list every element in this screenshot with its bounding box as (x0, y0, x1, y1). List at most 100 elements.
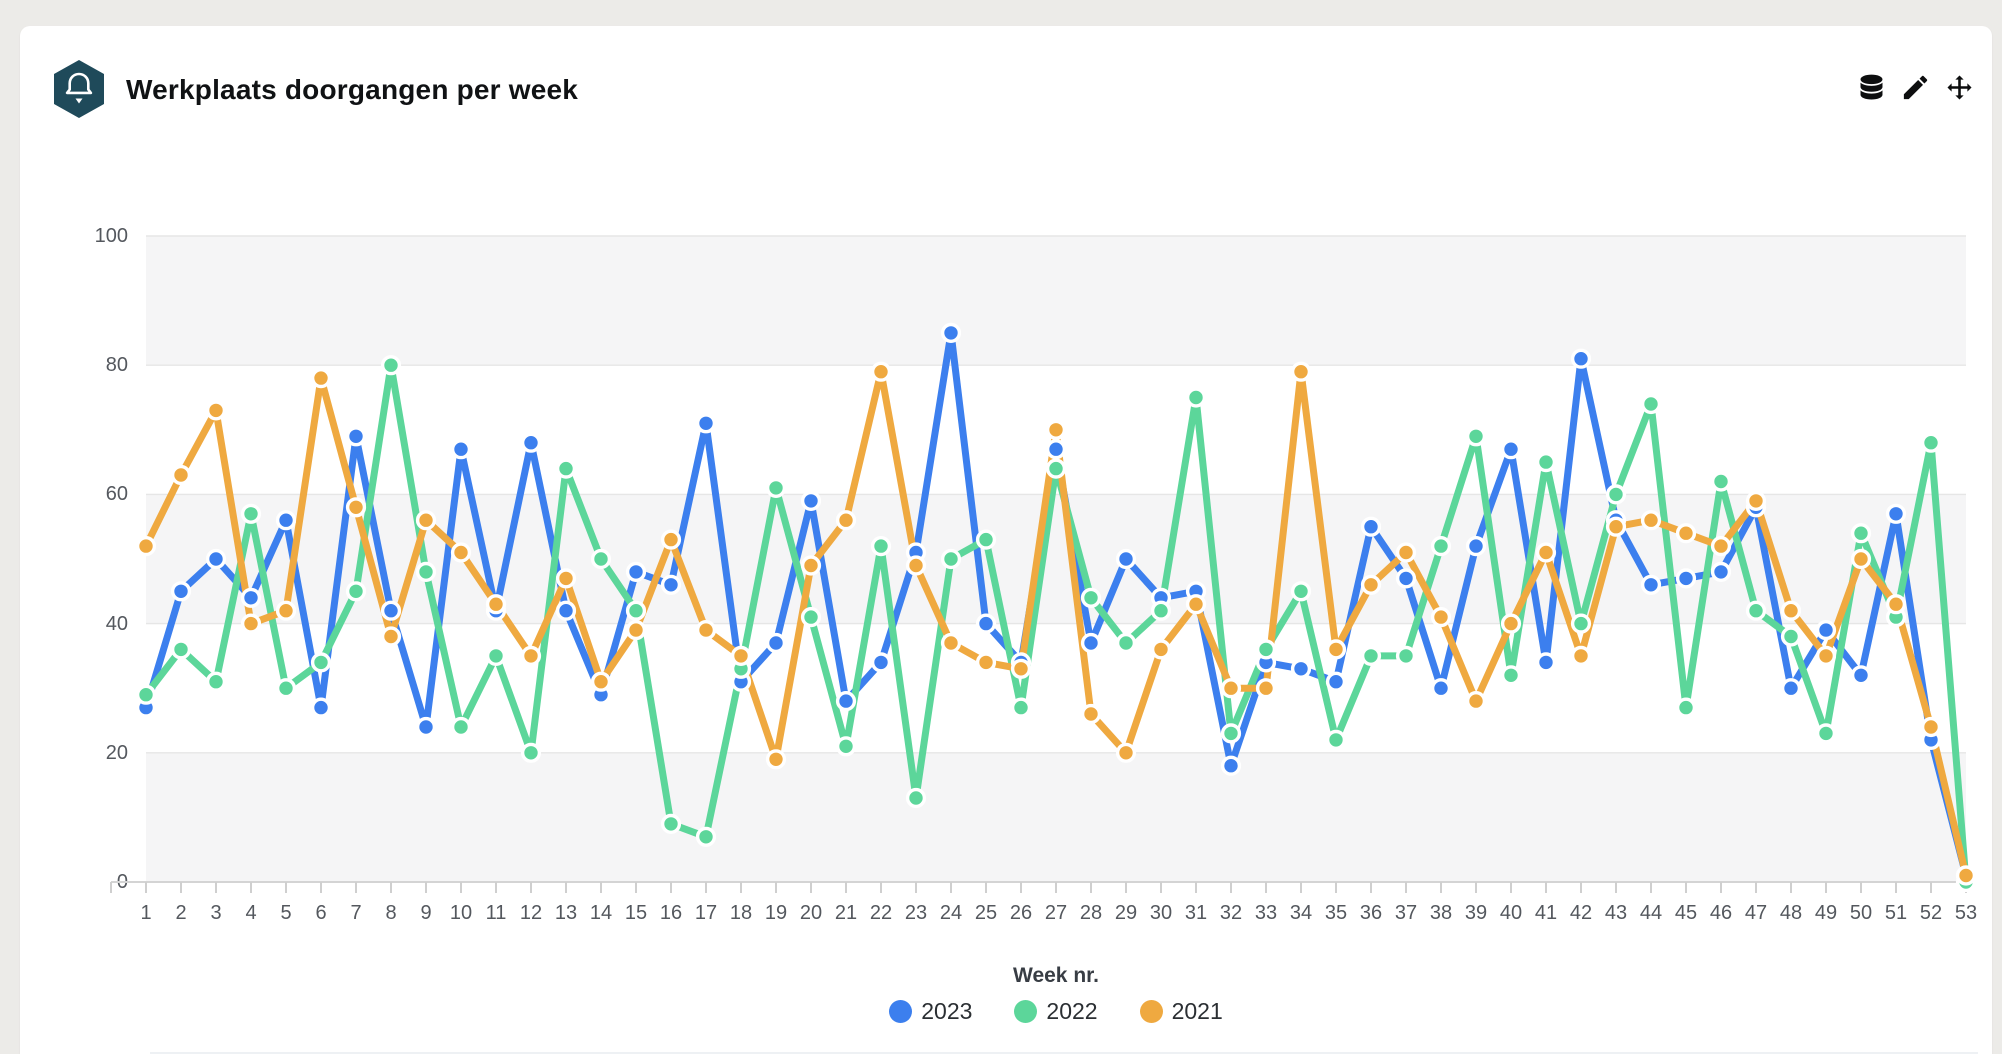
data-point[interactable] (240, 613, 262, 634)
data-point[interactable] (835, 736, 857, 757)
data-point[interactable] (940, 632, 962, 654)
data-point[interactable] (835, 510, 857, 531)
data-point[interactable] (1885, 594, 1907, 615)
data-point[interactable] (1290, 581, 1312, 602)
data-point[interactable] (835, 691, 857, 712)
data-point[interactable] (1535, 452, 1557, 473)
data-point[interactable] (520, 742, 542, 763)
data-point[interactable] (1500, 439, 1522, 460)
data-point[interactable] (170, 639, 192, 660)
data-point[interactable] (555, 600, 577, 621)
data-point[interactable] (310, 368, 332, 389)
data-point[interactable] (1010, 658, 1032, 679)
data-point[interactable] (1920, 716, 1942, 738)
data-point[interactable] (1570, 348, 1592, 369)
data-point[interactable] (1570, 613, 1592, 634)
data-point[interactable] (1290, 361, 1312, 382)
data-point[interactable] (275, 510, 297, 531)
data-point[interactable] (1220, 678, 1242, 699)
data-point[interactable] (765, 749, 787, 770)
move-icon[interactable] (1944, 72, 1975, 103)
data-point[interactable] (1150, 639, 1172, 660)
data-point[interactable] (1185, 387, 1207, 408)
data-point[interactable] (1920, 432, 1942, 453)
data-point[interactable] (1080, 703, 1102, 725)
data-point[interactable] (1780, 626, 1802, 647)
data-point[interactable] (520, 432, 542, 453)
data-point[interactable] (590, 548, 612, 570)
data-point[interactable] (1220, 755, 1242, 776)
data-point[interactable] (450, 439, 472, 460)
data-point[interactable] (555, 568, 577, 589)
data-point[interactable] (135, 684, 157, 705)
data-point[interactable] (1535, 652, 1557, 673)
data-point[interactable] (520, 645, 542, 666)
data-point[interactable] (1360, 516, 1382, 537)
data-point[interactable] (1850, 548, 1872, 570)
data-point[interactable] (1255, 639, 1277, 660)
data-point[interactable] (1500, 613, 1522, 634)
data-point[interactable] (415, 716, 437, 738)
data-point[interactable] (975, 652, 997, 673)
data-point[interactable] (1605, 516, 1627, 537)
data-point[interactable] (660, 529, 682, 550)
data-point[interactable] (1745, 600, 1767, 621)
data-point[interactable] (1745, 490, 1767, 511)
data-point[interactable] (205, 400, 227, 421)
data-point[interactable] (345, 426, 367, 447)
data-point[interactable] (1080, 632, 1102, 654)
data-point[interactable] (1605, 484, 1627, 505)
data-point[interactable] (695, 413, 717, 434)
data-point[interactable] (205, 548, 227, 570)
data-point[interactable] (1430, 607, 1452, 628)
data-point[interactable] (1045, 419, 1067, 440)
data-point[interactable] (485, 645, 507, 666)
data-point[interactable] (940, 322, 962, 343)
data-point[interactable] (1675, 568, 1697, 589)
data-point[interactable] (170, 464, 192, 486)
data-point[interactable] (1570, 645, 1592, 666)
data-point[interactable] (870, 652, 892, 673)
data-point[interactable] (135, 536, 157, 557)
data-point[interactable] (1255, 678, 1277, 699)
data-point[interactable] (170, 581, 192, 602)
data-point[interactable] (975, 529, 997, 550)
data-point[interactable] (345, 581, 367, 602)
data-point[interactable] (205, 671, 227, 692)
data-point[interactable] (1535, 542, 1557, 563)
data-point[interactable] (485, 594, 507, 615)
data-point[interactable] (1115, 632, 1137, 654)
data-point[interactable] (310, 652, 332, 673)
data-point[interactable] (730, 645, 752, 666)
data-point[interactable] (1220, 723, 1242, 744)
data-point[interactable] (800, 490, 822, 511)
data-point[interactable] (1850, 665, 1872, 686)
data-point[interactable] (765, 632, 787, 654)
data-point[interactable] (1045, 439, 1067, 460)
data-point[interactable] (1150, 600, 1172, 621)
data-point[interactable] (1395, 568, 1417, 589)
data-point[interactable] (1080, 587, 1102, 608)
data-point[interactable] (905, 555, 927, 576)
data-point[interactable] (1710, 536, 1732, 557)
data-point[interactable] (1955, 865, 1977, 886)
data-point[interactable] (1780, 600, 1802, 621)
data-point[interactable] (555, 458, 577, 479)
data-point[interactable] (1325, 729, 1347, 750)
data-point[interactable] (695, 620, 717, 641)
data-point[interactable] (415, 510, 437, 531)
data-point[interactable] (1675, 697, 1697, 718)
data-point[interactable] (695, 826, 717, 847)
data-point[interactable] (1360, 574, 1382, 595)
data-point[interactable] (1465, 536, 1487, 557)
data-point[interactable] (380, 600, 402, 621)
data-point[interactable] (275, 600, 297, 621)
data-point[interactable] (1640, 510, 1662, 531)
data-point[interactable] (870, 536, 892, 557)
data-point[interactable] (625, 600, 647, 621)
data-point[interactable] (1465, 426, 1487, 447)
database-icon[interactable] (1856, 72, 1887, 103)
data-point[interactable] (800, 607, 822, 628)
line-chart[interactable] (110, 235, 1977, 893)
data-point[interactable] (450, 542, 472, 563)
